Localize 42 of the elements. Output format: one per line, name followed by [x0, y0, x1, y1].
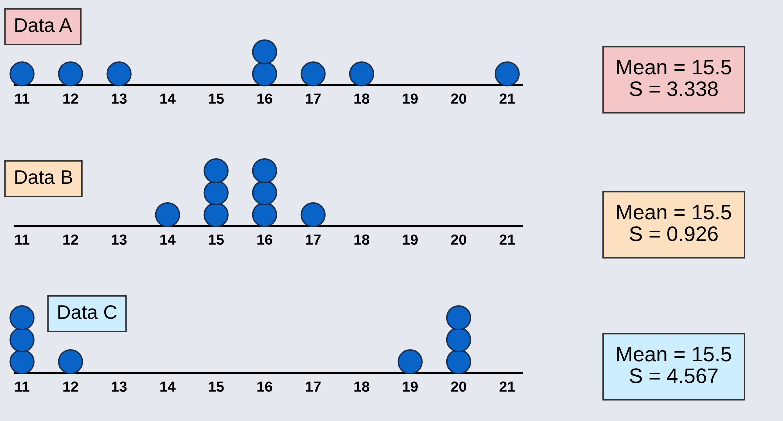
x-tick-label: 21: [500, 94, 516, 104]
text: Mean = 15.5: [618, 60, 732, 75]
x-tick-label: 19: [403, 94, 418, 104]
x-tick-label: 14: [160, 94, 176, 104]
text: Mean = 15.5: [618, 347, 732, 362]
x-tick-label: 18: [354, 234, 370, 246]
x-tick-label: 18: [354, 94, 370, 104]
x-tick-label: 14: [160, 382, 176, 392]
x-tick-label: 13: [112, 382, 127, 392]
text: S = 4.567: [630, 368, 718, 384]
text: S = 3.338: [630, 82, 718, 96]
x-tick-label: 11: [15, 382, 30, 392]
x-tick-label: 17: [306, 234, 321, 245]
x-tick-label: 15: [209, 234, 224, 246]
x-tick-label: 20: [451, 382, 466, 392]
x-tick-label: 16: [258, 94, 272, 104]
x-tick-label: 16: [258, 234, 272, 246]
x-tick-label: 14: [160, 234, 176, 245]
text: S = 0.926: [630, 226, 718, 242]
x-tick-label: 12: [64, 234, 78, 245]
x-tick-label: 15: [209, 94, 224, 104]
x-tick-label: 12: [64, 382, 78, 392]
x-tick-label: 20: [451, 234, 466, 246]
x-tick-label: 19: [403, 234, 418, 246]
chart-title: Data A: [16, 18, 72, 32]
x-tick-label: 18: [354, 382, 370, 392]
x-tick-label: 11: [15, 234, 30, 245]
x-tick-label: 16: [258, 382, 272, 392]
x-tick-label: 11: [15, 94, 30, 104]
x-tick-label: 21: [500, 382, 516, 392]
x-tick-label: 19: [403, 382, 418, 392]
x-tick-label: 13: [112, 94, 127, 104]
x-tick-label: 20: [451, 94, 466, 104]
x-tick-label: 15: [209, 382, 224, 392]
x-tick-label: 21: [500, 234, 516, 245]
x-tick-label: 13: [112, 234, 127, 246]
chart-title: Data B: [16, 170, 72, 184]
x-tick-label: 17: [306, 94, 321, 104]
x-tick-label: 12: [64, 94, 78, 104]
text: Mean = 15.5: [618, 205, 732, 220]
x-tick-label: 17: [306, 382, 321, 392]
chart-title: Data C: [58, 305, 117, 320]
